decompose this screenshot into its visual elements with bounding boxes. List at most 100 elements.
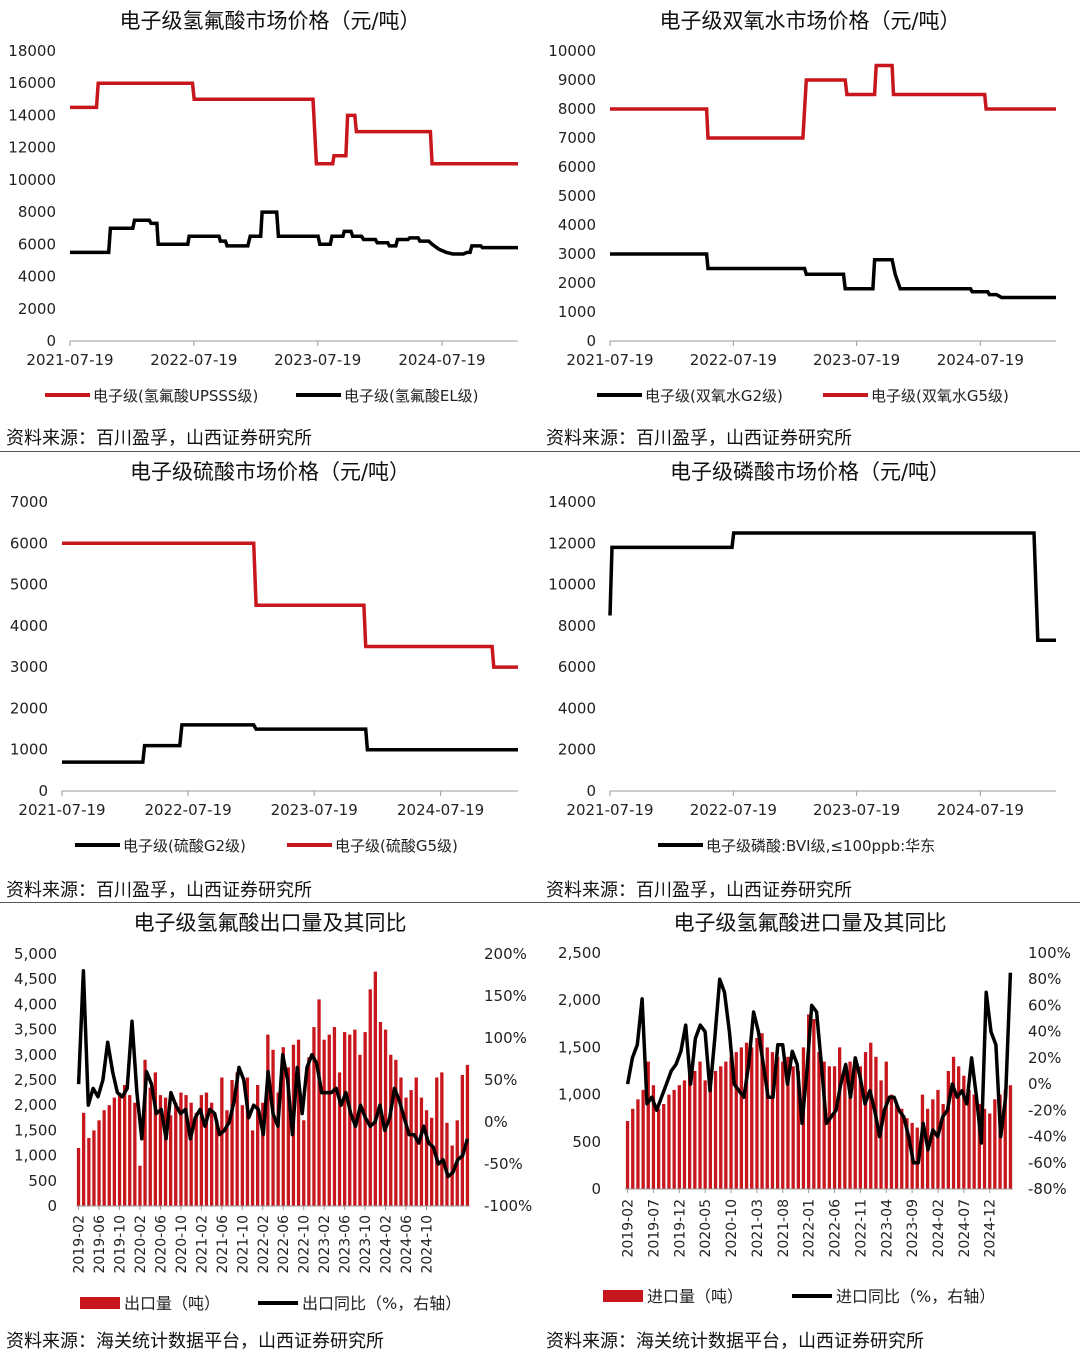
bar [827,1066,831,1189]
bar [869,1042,873,1189]
bar [153,1072,157,1206]
bar [112,1097,116,1206]
y-tick-label: 14000 [8,106,56,124]
x-tick-label: 2019-07 [646,1199,662,1258]
x-tick-label: 2020-10 [724,1199,740,1258]
x-tick-label: 2021-03 [750,1199,766,1258]
bar [245,1077,250,1206]
bar [936,1089,940,1189]
x-tick-label: 2022-07-19 [144,801,231,819]
bar [651,1085,656,1189]
panel-h2so4-price: 电子级硫酸市场价格（元/吨） 0 1000 2000 3000 4000 5000 6000… [0,452,540,902]
y-tick-label: 16000 [8,74,56,92]
bar [1003,1089,1007,1189]
y2-tick-label: 50% [484,1071,517,1089]
bar [210,1102,214,1206]
chart-title: 电子级氢氟酸市场价格（元/吨） [119,9,421,33]
bar [337,1072,342,1206]
y2-tick-label: -60% [1028,1154,1067,1172]
y-tick-label: 5000 [10,576,48,594]
panel-h3po4-price: 电子级磷酸市场价格（元/吨） 0 2000 4000 6000 8000 10000 120… [540,452,1080,902]
x-tick-label: 2022-02 [256,1215,272,1274]
series-line-1 [610,63,1056,140]
bar [905,1118,909,1189]
y-tick-label: 8000 [18,203,56,221]
y2-tick-label: 20% [1028,1049,1061,1067]
bar [450,1145,454,1206]
bar [353,1029,357,1206]
bar [776,1056,780,1189]
chart-title: 电子级硫酸市场价格（元/吨） [129,460,411,484]
bar [419,1097,424,1206]
x-tick-label: 2024-02 [931,1199,947,1258]
y2-tick-label: 100% [484,1029,527,1047]
separator-row1 [0,451,1080,452]
y2-tick-label: -100% [484,1197,532,1215]
bar [373,971,377,1206]
bar [703,1080,707,1189]
x-tick-label: 2023-06 [338,1215,354,1274]
bar [138,1165,142,1206]
bar [240,1105,244,1206]
source-note: 资料来源：百川盈孚，山西证券研究所 [6,880,312,901]
bar [817,1052,821,1189]
bar [755,1038,759,1189]
x-tick-label: 2024-07-19 [398,351,485,369]
legend-label-bar: 进口量（吨） [647,1287,743,1306]
y-tick-label: 1,500 [14,1121,57,1139]
bar [143,1059,147,1206]
y-tick-label: 0 [46,332,56,350]
bar [791,1066,795,1189]
bar [677,1085,681,1189]
bar [440,1072,444,1206]
bar [92,1130,96,1206]
x-tick-label: 2021-06 [215,1215,231,1274]
x-tick-label: 2024-12 [983,1199,999,1258]
y2-tick-label: 0% [484,1113,508,1131]
bar [307,1057,311,1206]
bar [158,1095,163,1206]
bar [348,1034,352,1206]
bar [713,1071,718,1189]
bar [863,1052,868,1189]
x-tick-label: 2019-02 [621,1199,637,1258]
y-tick-label: 10000 [548,576,596,594]
bar [977,1104,981,1189]
bar [358,1054,362,1206]
bar [682,1080,687,1189]
bar [698,1061,702,1189]
bar [688,1075,692,1189]
chart-title: 电子级磷酸市场价格（元/吨） [669,460,951,484]
y-tick-label: 2,500 [558,944,601,962]
chart-hf-price: 0 2000 4000 6000 8000 10000 12000 14000 16000 180… [8,42,518,405]
x-tick-label: 2022-01 [802,1199,818,1258]
y-tick-label: 12000 [548,534,596,552]
bar [163,1097,168,1206]
y-tick-label: 0 [47,1197,57,1215]
y-tick-label: 4000 [558,699,596,717]
y-tick-label: 0 [586,782,596,800]
bar [87,1138,91,1206]
legend-label-bar: 出口量（吨） [124,1294,220,1313]
bar [967,1089,971,1189]
bar [636,1099,640,1189]
bar [993,1099,997,1189]
bar [117,1092,122,1206]
series-line-0 [70,81,518,166]
y-tick-label: 1,000 [558,1086,601,1104]
y2-tick-label: 100% [1028,944,1071,962]
bar [719,1066,723,1189]
x-tick-label: 2022-07-19 [690,801,777,819]
x-tick-label: 2023-09 [905,1199,921,1258]
x-tick-label: 2023-02 [317,1215,333,1274]
y-tick-label: 3000 [558,245,596,263]
x-tick-label: 2022-07-19 [150,351,237,369]
series-line-0 [62,723,518,764]
separator-row2 [0,902,1080,903]
x-tick-label: 2024-06 [399,1215,415,1274]
y-tick-label: 8000 [558,100,596,118]
bar [327,1034,331,1206]
bar [389,1054,393,1206]
series-line-0 [610,252,1056,300]
bar [286,1067,290,1206]
